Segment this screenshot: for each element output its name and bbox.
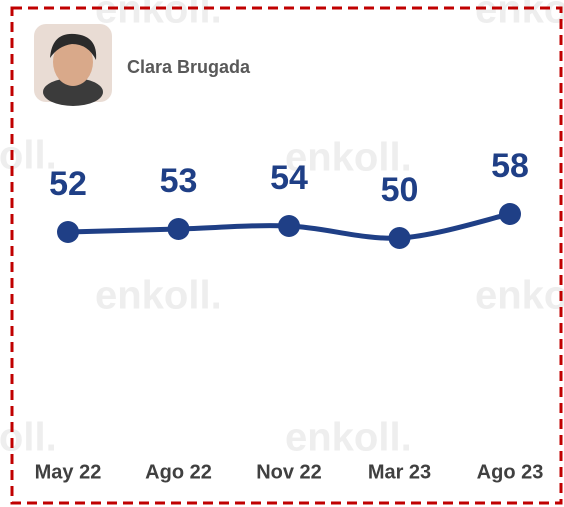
point xyxy=(499,203,521,225)
data-label: 53 xyxy=(160,162,198,200)
point xyxy=(389,227,411,249)
data-label: 58 xyxy=(491,147,529,185)
data-label: 50 xyxy=(381,171,419,209)
avatar xyxy=(34,24,112,106)
data-label: 54 xyxy=(270,159,308,197)
watermark: enkoll. xyxy=(475,0,564,32)
watermark: enkoll. xyxy=(95,0,222,32)
point xyxy=(168,218,190,240)
x-tick-label: Ago 22 xyxy=(145,461,212,483)
watermark: enkoll. xyxy=(95,274,222,318)
x-tick-label: May 22 xyxy=(35,461,102,483)
watermark: enkoll. xyxy=(0,416,57,460)
chart: enkoll. enkoll. enkoll. enkoll. enkoll. … xyxy=(0,0,564,507)
series-name: Clara Brugada xyxy=(127,57,251,77)
x-tick-label: Nov 22 xyxy=(256,461,322,483)
watermark: enkoll. xyxy=(285,416,412,460)
point xyxy=(278,215,300,237)
x-tick-label: Mar 23 xyxy=(368,461,431,483)
data-label: 52 xyxy=(49,165,87,203)
watermark: enkoll. xyxy=(475,274,564,318)
point xyxy=(57,221,79,243)
x-tick-label: Ago 23 xyxy=(477,461,544,483)
